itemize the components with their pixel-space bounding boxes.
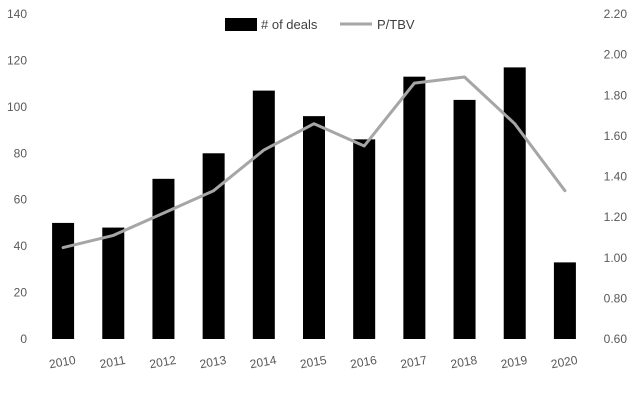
left-tick-label: 20 [14,286,28,300]
x-tick-label: 2012 [148,353,177,371]
left-tick-label: 120 [7,53,27,67]
right-tick-label: 1.20 [604,210,628,224]
x-tick-label: 2015 [299,353,328,371]
bar-2020 [553,262,576,339]
legend-label-deals: # of deals [261,17,318,32]
left-tick-label: 80 [14,146,28,160]
bar-2010 [52,222,75,339]
x-tick-label: 2018 [449,353,478,371]
x-axis-ticks: 2010 2011 2012 2013 2014 2015 2016 2017 2018 2019… [48,353,579,371]
bar-2019 [503,67,526,340]
left-tick-label: 60 [14,193,28,207]
x-tick-label: 2019 [500,353,529,371]
bar-2011 [102,227,125,339]
x-tick-label: 2011 [99,353,127,371]
right-tick-label: 0.80 [604,291,628,305]
right-tick-label: 0.60 [604,332,628,346]
bar-2016 [353,139,376,339]
right-tick-label: 1.40 [604,170,628,184]
bar-2014 [252,90,275,339]
right-axis-ticks: 0.60 0.80 1.00 1.20 1.40 1.60 1.80 2.00 2.20 [604,7,628,346]
left-tick-label: 40 [14,239,28,253]
legend-swatch-deals [225,18,257,31]
x-tick-label: 2010 [48,353,77,371]
left-tick-label: 140 [7,7,27,21]
bar-series [52,67,576,340]
right-tick-label: 2.00 [604,48,628,62]
bar-2017 [403,76,426,339]
bar-2015 [303,116,325,340]
x-tick-label: 2020 [550,353,579,371]
bar-2013 [202,153,225,339]
bar-2018 [453,99,476,340]
right-tick-label: 1.00 [604,251,628,265]
legend-label-ptbv: P/TBV [377,17,415,32]
line-series [61,75,567,250]
x-tick-label: 2016 [349,353,378,371]
left-tick-label: 0 [20,332,27,346]
x-tick-label: 2013 [199,353,228,371]
x-tick-label: 2014 [249,353,278,371]
left-tick-label: 100 [7,100,27,114]
x-tick-label: 2017 [399,353,428,371]
bar-2012 [152,178,175,339]
ptbv-line [61,75,567,250]
left-axis-ticks: 0 20 40 60 80 100 120 140 [7,7,27,346]
right-tick-label: 1.60 [604,129,628,143]
right-tick-label: 1.80 [604,88,628,102]
right-tick-label: 2.20 [604,7,628,21]
legend: # of deals P/TBV [225,17,415,32]
